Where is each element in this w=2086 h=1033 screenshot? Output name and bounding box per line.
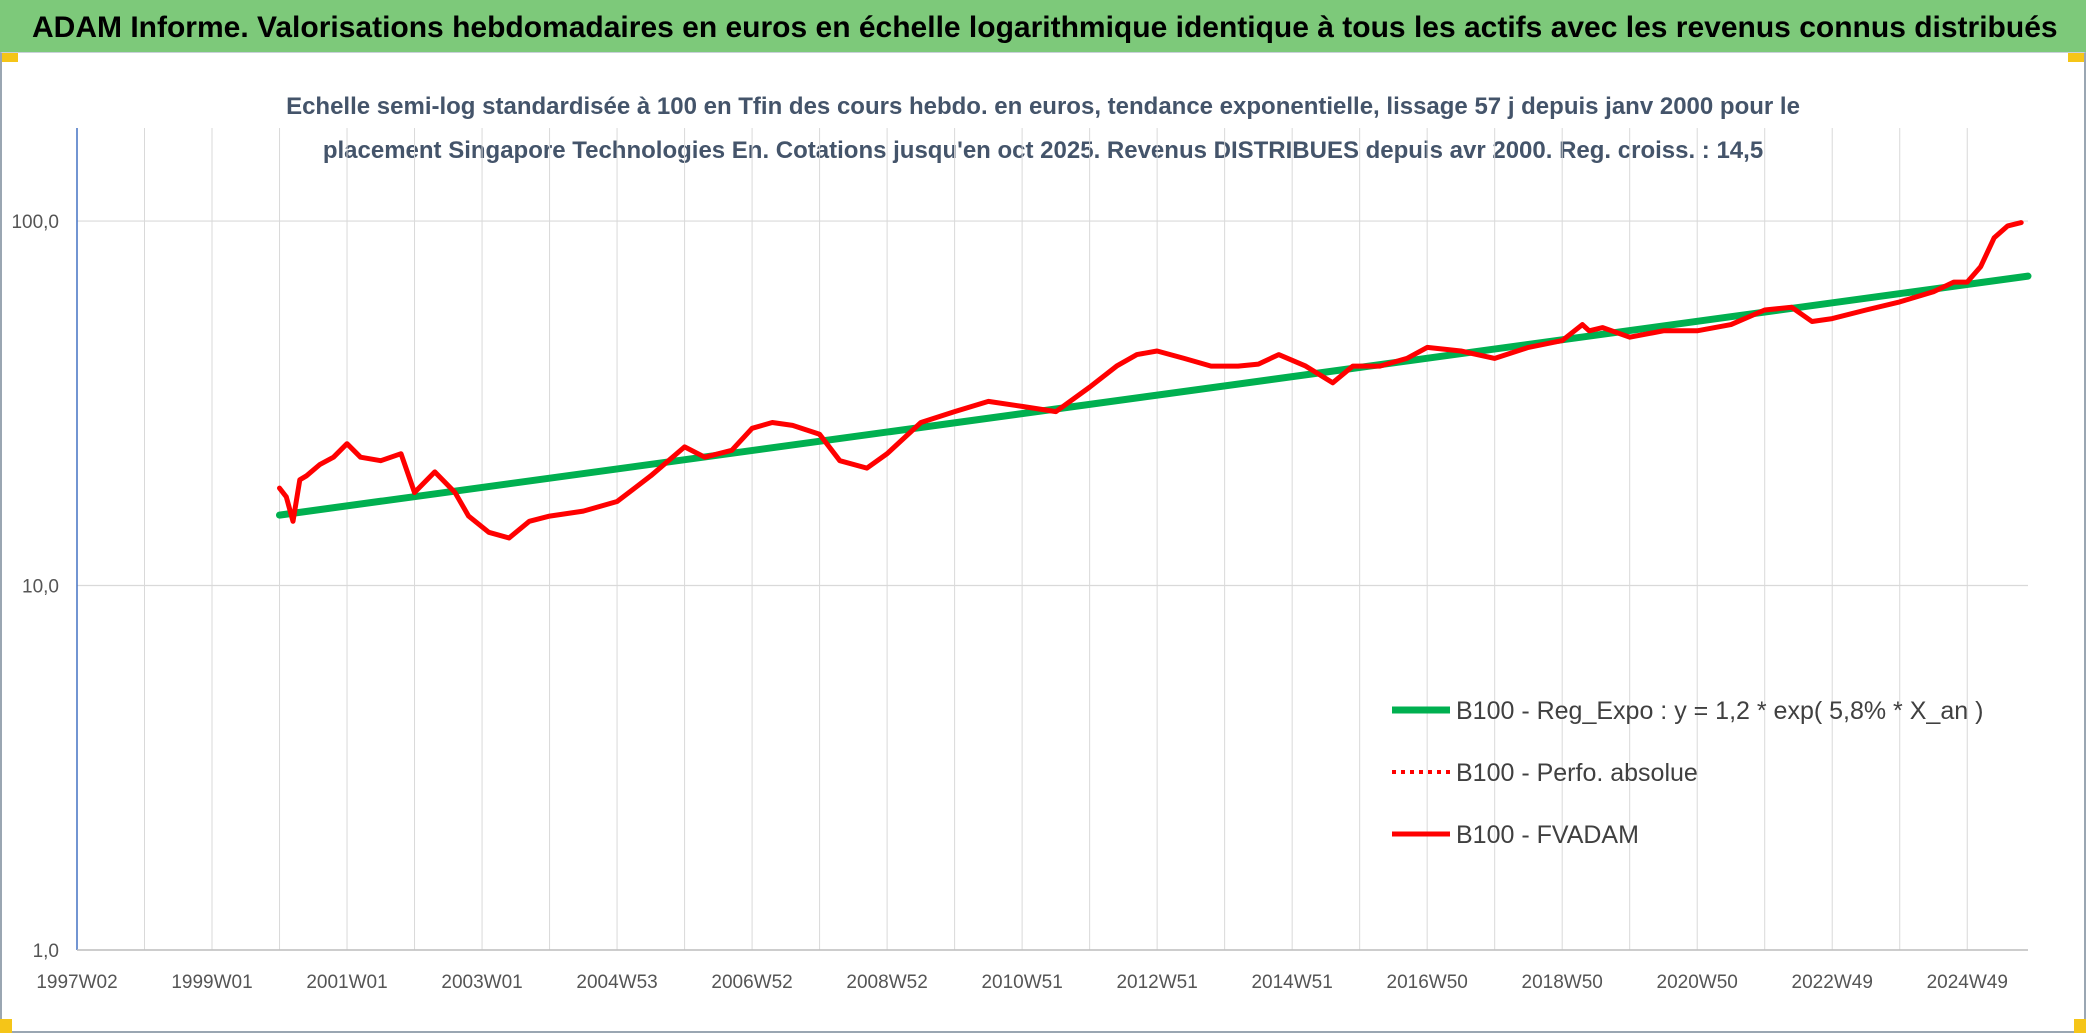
x-tick-label: 2010W51 bbox=[981, 972, 1062, 993]
chart-subtitle-line-2: placement Singapore Technologies En. Cot… bbox=[323, 137, 1763, 164]
x-tick-label: 2016W50 bbox=[1387, 972, 1468, 993]
corner-accent-left bbox=[0, 52, 18, 62]
chart-frame bbox=[0, 52, 2086, 1033]
x-tick-label: 2012W51 bbox=[1116, 972, 1197, 993]
y-tick-label: 100,0 bbox=[11, 212, 59, 233]
x-tick-label: 2003W01 bbox=[441, 972, 522, 993]
corner-accent-bottom-right bbox=[2074, 1019, 2086, 1033]
x-tick-label: 2018W50 bbox=[1522, 972, 1603, 993]
y-tick-label: 10,0 bbox=[22, 577, 59, 598]
x-tick-label: 2001W01 bbox=[306, 972, 387, 993]
fvadam-series-line bbox=[277, 220, 2024, 541]
trend-line bbox=[276, 272, 2032, 519]
report-banner-title: ADAM Informe. Valorisations hebdomadaire… bbox=[0, 0, 2086, 52]
x-tick-label: 1997W02 bbox=[36, 972, 117, 993]
x-tick-label: 2006W52 bbox=[711, 972, 792, 993]
corner-accent-right bbox=[2068, 52, 2086, 62]
x-tick-label: 2022W49 bbox=[1792, 972, 1873, 993]
corner-accent-bottom-left bbox=[0, 1019, 12, 1033]
x-tick-label: 1999W01 bbox=[171, 972, 252, 993]
chart-legend: B100 - Reg_Expo : y = 1,2 * exp( 5,8% * … bbox=[1392, 697, 1983, 849]
chart-grid bbox=[76, 128, 2028, 951]
x-tick-label: 2020W50 bbox=[1657, 972, 1738, 993]
legend-label: B100 - Reg_Expo : y = 1,2 * exp( 5,8% * … bbox=[1456, 697, 1983, 725]
x-tick-label: 2014W51 bbox=[1251, 972, 1332, 993]
x-tick-label: 2004W53 bbox=[576, 972, 657, 993]
legend-label: B100 - Perfo. absolue bbox=[1456, 759, 1698, 787]
x-tick-label: 2024W49 bbox=[1927, 972, 2008, 993]
legend-label: B100 - FVADAM bbox=[1456, 821, 1639, 849]
chart-subtitle-line-1: Echelle semi-log standardisée à 100 en T… bbox=[286, 93, 1800, 120]
y-tick-label: 1,0 bbox=[33, 941, 59, 962]
x-tick-label: 2008W52 bbox=[846, 972, 927, 993]
chart-axes bbox=[76, 128, 2028, 951]
chart-series bbox=[276, 220, 2032, 541]
chart-tick-labels: 1,0 10,0 100,0 1997W02 1999W01 2001W01 2003W01… bbox=[11, 212, 2007, 993]
